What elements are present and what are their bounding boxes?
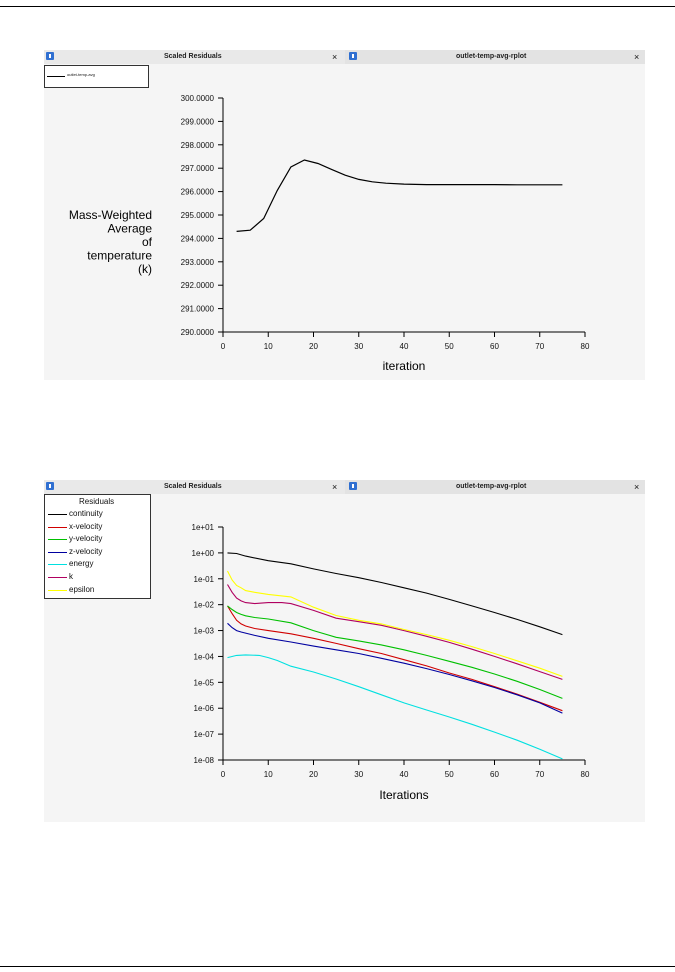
x-tick-label: 20 [309,770,318,779]
series-line-z-velocity [227,622,563,714]
legend-label-k: k [69,572,73,581]
y-tick-label: 298.0000 [181,141,215,150]
x-tick-label: 50 [445,342,454,351]
y-axis-label: (k) [138,262,152,276]
close-icon[interactable]: × [332,482,338,492]
legend-label-continuity: continuity [69,509,103,518]
y-tick-label: 1e-08 [194,756,215,765]
residuals-legend: Residuals continuity x-velocity y-velocity… [44,494,151,599]
y-axis-label: Mass-Weighted [69,208,152,222]
close-icon[interactable]: × [634,52,640,62]
x-tick-label: 80 [581,342,590,351]
legend-swatch-k [48,577,67,578]
window-icon [46,52,54,60]
y-axis-label: Average [108,222,153,236]
x-tick-label: 60 [490,770,499,779]
y-tick-label: 1e-02 [194,601,215,610]
y-axis-label: temperature [87,249,152,263]
x-tick-label: 70 [535,770,544,779]
legend-swatch-z-velocity [48,551,67,553]
close-icon[interactable]: × [332,52,338,62]
window-icon [46,482,54,490]
tab-outlet-temp-avg-rplot[interactable]: outlet-temp-avg-rplot [456,53,527,60]
x-tick-label: 20 [309,342,318,351]
top-tab-right-bg [345,50,645,64]
y-tick-label: 292.0000 [181,281,215,290]
y-tick-label: 295.0000 [181,211,215,220]
y-tick-label: 291.0000 [181,305,215,314]
tab-outlet-temp-avg-rplot[interactable]: outlet-temp-avg-rplot [456,483,527,490]
y-tick-label: 294.0000 [181,234,215,243]
y-tick-label: 1e-04 [194,652,215,661]
series-line-x-velocity [227,605,563,712]
window-icon [349,482,357,490]
x-tick-label: 80 [581,770,590,779]
x-tick-label: 40 [400,342,409,351]
tab-scaled-residuals[interactable]: Scaled Residuals [164,53,222,60]
legend-swatch-y-velocity [48,539,67,541]
x-tick-label: 70 [535,342,544,351]
legend-swatch-energy [48,564,67,566]
series-line-outlet-temp-avg [236,159,563,232]
y-tick-label: 1e-05 [194,678,215,687]
legend-swatch-continuity [48,514,67,515]
legend: outlet-temp-avg [44,65,149,88]
series-line-continuity [227,552,563,636]
x-axis-label: Iterations [379,788,428,802]
x-tick-label: 50 [445,770,454,779]
close-icon[interactable]: × [634,482,640,492]
page-top-rule [0,6,675,7]
tab-scaled-residuals[interactable]: Scaled Residuals [164,483,222,490]
series-line-epsilon [227,570,563,677]
series-line-y-velocity [227,605,563,699]
y-tick-label: 299.0000 [181,117,215,126]
y-tick-label: 296.0000 [181,188,215,197]
y-tick-label: 300.0000 [181,94,215,103]
legend-swatch-x-velocity [48,526,67,528]
legend-title: Residuals [79,497,115,506]
legend-swatch-epsilon [48,589,67,591]
x-tick-label: 0 [221,342,226,351]
y-tick-label: 293.0000 [181,258,215,267]
x-tick-label: 30 [354,770,363,779]
legend-label-y-velocity: y-velocity [69,534,103,544]
legend-label-x-velocity: x-velocity [69,521,103,531]
y-tick-label: 1e-07 [194,730,215,739]
y-tick-label: 1e-01 [194,575,215,584]
page-bottom-rule [0,966,675,967]
series-line-energy [227,654,563,760]
legend-label-energy: energy [69,559,94,569]
x-axis-label: iteration [383,359,426,373]
x-tick-label: 0 [221,770,226,779]
series-line-k [227,584,563,680]
y-tick-label: 1e+01 [192,523,215,532]
legend-label-z-velocity: z-velocity [69,546,103,556]
x-tick-label: 10 [264,770,273,779]
legend-entry: outlet-temp-avg [67,72,95,77]
y-tick-label: 1e+00 [192,549,215,558]
x-tick-label: 40 [400,770,409,779]
x-tick-label: 30 [354,342,363,351]
bottom-plot-window: Scaled Residuals × outlet-temp-avg-rplot… [44,480,645,822]
window-icon [349,52,357,60]
x-tick-label: 60 [490,342,499,351]
bottom-tab-right-bg [345,480,645,494]
top-plot-window: Scaled Residuals × outlet-temp-avg-rplot… [44,50,645,380]
legend-line-swatch [47,76,65,77]
y-tick-label: 290.0000 [181,328,215,337]
x-tick-label: 10 [264,342,273,351]
legend-label-epsilon: epsilon [69,584,95,594]
y-axis-label: of [142,235,153,249]
y-tick-label: 297.0000 [181,164,215,173]
y-tick-label: 1e-06 [194,704,215,713]
y-tick-label: 1e-03 [194,627,215,636]
